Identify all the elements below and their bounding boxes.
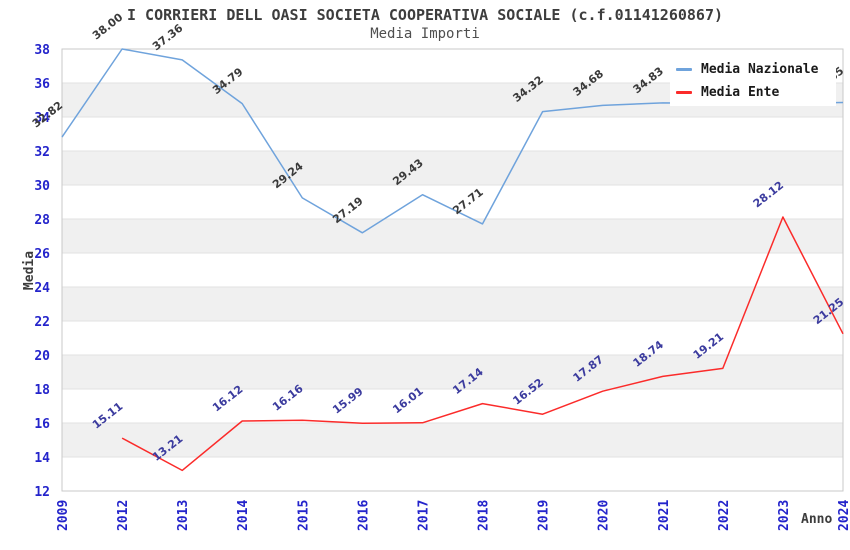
grid-band	[62, 355, 843, 389]
y-tick-label: 16	[34, 417, 50, 432]
x-tick-label: 2012	[116, 500, 131, 531]
y-tick-label: 32	[34, 145, 50, 160]
x-tick-label: 2016	[356, 500, 371, 531]
grid-band	[62, 219, 843, 253]
chart-subtitle: Media Importi	[370, 26, 480, 42]
legend-item-media-ente: Media Ente	[676, 83, 830, 102]
x-tick-label: 2018	[477, 500, 492, 531]
x-tick-label: 2014	[236, 500, 251, 531]
chart-title: I CORRIERI DELL OASI SOCIETA COOPERATIVA…	[126, 6, 724, 24]
y-tick-label: 20	[34, 349, 50, 364]
y-tick-label: 24	[34, 281, 50, 296]
grid-band	[62, 423, 843, 457]
legend-label-ente: Media Ente	[701, 85, 780, 100]
y-tick-label: 38	[34, 43, 50, 58]
point-label: 38.00	[90, 10, 126, 42]
legend-swatch-nazionale-icon	[676, 68, 692, 71]
x-tick-label: 2009	[56, 500, 71, 531]
y-tick-label: 28	[34, 213, 50, 228]
plot-border	[61, 48, 844, 492]
legend-swatch-ente-icon	[676, 91, 692, 94]
x-axis-title: Anno	[801, 512, 833, 527]
legend: Media Nazionale Media Ente	[670, 56, 836, 106]
x-tick-label: 2021	[657, 500, 672, 531]
x-tick-label: 2017	[416, 500, 431, 531]
y-tick-label: 14	[34, 451, 50, 466]
point-label: 15.99	[330, 385, 365, 417]
y-tick-label: 36	[34, 77, 50, 92]
x-tick-label: 2023	[777, 500, 792, 531]
x-tick-label: 2013	[176, 500, 191, 531]
point-label: 37.36	[150, 21, 186, 53]
legend-item-media-nazionale: Media Nazionale	[676, 60, 830, 79]
y-tick-label: 26	[34, 247, 50, 262]
x-tick-label: 2022	[717, 500, 732, 531]
x-tick-label: 2020	[597, 500, 612, 531]
point-label: 27.71	[450, 186, 485, 218]
y-tick-label: 18	[34, 383, 50, 398]
x-tick-label: 2024	[837, 500, 850, 531]
x-tick-label: 2015	[296, 500, 311, 531]
grid-band	[62, 287, 843, 321]
y-tick-label: 34	[34, 111, 50, 126]
legend-label-nazionale: Media Nazionale	[701, 62, 819, 77]
x-tick-label: 2019	[537, 500, 552, 531]
series-line-media-ente	[121, 216, 844, 472]
y-tick-label: 22	[34, 315, 50, 330]
grid-band	[62, 151, 843, 185]
y-tick-label: 30	[34, 179, 50, 194]
y-tick-label: 12	[34, 485, 50, 500]
